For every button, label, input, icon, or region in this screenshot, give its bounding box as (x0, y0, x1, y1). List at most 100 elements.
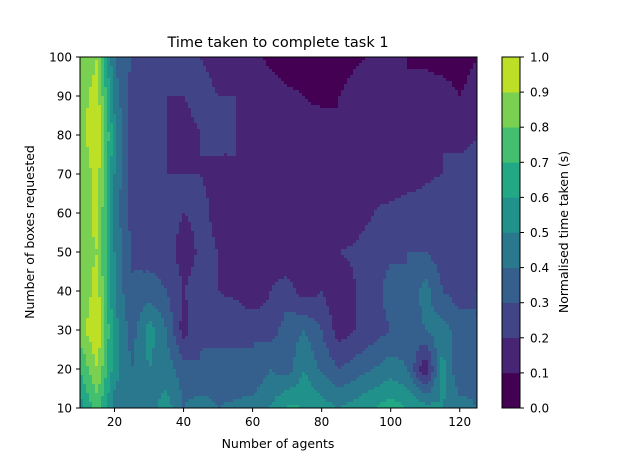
contour-cell-band-1 (248, 102, 252, 106)
contour-cell-band-9 (89, 93, 93, 97)
contour-cell-band-2 (140, 57, 144, 61)
contour-cell-band-8 (83, 135, 87, 139)
contour-cell-band-1 (293, 144, 297, 148)
contour-cell-band-1 (371, 123, 375, 127)
contour-cell-band-1 (299, 132, 303, 136)
contour-cell-band-1 (320, 123, 324, 127)
contour-cell-band-1 (431, 78, 435, 82)
contour-cell-band-1 (449, 132, 453, 136)
contour-cell-band-0 (317, 69, 321, 73)
contour-cell-band-0 (458, 90, 462, 94)
contour-cell-band-2 (152, 141, 156, 145)
contour-cell-band-2 (140, 102, 144, 106)
contour-cell-band-2 (215, 111, 219, 115)
contour-cell-band-1 (410, 129, 414, 133)
contour-cell-band-0 (287, 75, 291, 79)
contour-cell-band-6 (104, 81, 108, 85)
contour-cell-band-7 (101, 78, 105, 82)
contour-cell-band-1 (344, 102, 348, 106)
contour-cell-band-1 (281, 108, 285, 112)
contour-cell-band-1 (245, 132, 249, 136)
contour-cell-band-1 (434, 114, 438, 118)
contour-cell-band-1 (263, 168, 267, 172)
contour-cell-band-1 (353, 72, 357, 76)
contour-cell-band-1 (437, 123, 441, 127)
contour-cell-band-1 (218, 75, 222, 79)
contour-cell-band-1 (326, 162, 330, 166)
contour-cell-band-1 (305, 138, 309, 142)
contour-cell-band-2 (149, 114, 153, 118)
contour-cell-band-0 (461, 87, 465, 91)
contour-cell-band-1 (365, 108, 369, 112)
contour-cell-band-1 (266, 156, 270, 160)
contour-cell-band-2 (164, 63, 168, 67)
contour-cell-band-1 (254, 99, 258, 103)
contour-cell-band-1 (260, 84, 264, 88)
contour-cell-band-1 (329, 162, 333, 166)
contour-cell-band-2 (203, 93, 207, 97)
contour-cell-band-1 (338, 120, 342, 124)
contour-cell-band-1 (452, 93, 456, 97)
contour-cell-band-1 (257, 159, 261, 163)
contour-cell-band-1 (359, 150, 363, 154)
contour-cell-band-1 (182, 156, 186, 160)
contour-cell-band-1 (332, 117, 336, 121)
contour-cell-band-1 (449, 147, 453, 151)
contour-cell-band-1 (299, 114, 303, 118)
contour-cell-band-2 (137, 96, 141, 100)
contour-cell-band-2 (161, 123, 165, 127)
contour-cell-band-1 (263, 144, 267, 148)
contour-cell-band-2 (215, 123, 219, 127)
contour-cell-band-1 (350, 78, 354, 82)
contour-cell-band-1 (242, 111, 246, 115)
contour-cell-band-2 (185, 96, 189, 100)
contour-cell-band-4 (113, 72, 117, 76)
contour-cell-band-1 (341, 123, 345, 127)
contour-cell-band-1 (338, 102, 342, 106)
contour-cell-band-0 (344, 72, 348, 76)
contour-cell-band-1 (461, 123, 465, 127)
contour-cell-band-1 (419, 165, 423, 169)
contour-cell-band-1 (407, 138, 411, 142)
contour-cell-band-1 (302, 99, 306, 103)
contour-cell-band-2 (203, 66, 207, 70)
contour-cell-band-2 (128, 135, 132, 139)
contour-cell-band-0 (341, 66, 345, 70)
contour-cell-band-1 (191, 147, 195, 151)
contour-cell-band-2 (164, 60, 168, 64)
contour-cell-band-1 (263, 123, 267, 127)
contour-cell-band-0 (308, 78, 312, 82)
contour-cell-band-1 (308, 126, 312, 130)
contour-cell-band-1 (176, 144, 180, 148)
contour-cell-band-2 (164, 138, 168, 142)
contour-cell-band-1 (287, 156, 291, 160)
contour-cell-band-1 (470, 69, 474, 73)
contour-cell-band-2 (164, 87, 168, 91)
contour-cell-band-2 (155, 120, 159, 124)
contour-cell-band-1 (278, 114, 282, 118)
contour-cell-band-1 (209, 57, 213, 61)
contour-cell-band-1 (341, 150, 345, 154)
contour-cell-band-7 (101, 87, 105, 91)
contour-cell-band-4 (116, 126, 120, 130)
contour-cell-band-0 (464, 63, 468, 67)
contour-cell-band-1 (293, 105, 297, 109)
contour-cell-band-3 (125, 162, 129, 166)
contour-cell-band-2 (131, 114, 135, 118)
contour-cell-band-2 (194, 99, 198, 103)
contour-cell-band-1 (242, 153, 246, 157)
contour-cell-band-2 (155, 87, 159, 91)
contour-cell-band-1 (380, 165, 384, 169)
contour-cell-band-1 (245, 144, 249, 148)
contour-cell-band-2 (146, 57, 150, 61)
contour-cell-band-3 (122, 60, 126, 64)
contour-cell-band-1 (308, 129, 312, 133)
contour-cell-band-0 (428, 63, 432, 67)
contour-cell-band-8 (98, 60, 102, 64)
contour-cell-band-1 (341, 111, 345, 115)
contour-cell-band-9 (92, 96, 96, 100)
contour-cell-band-8 (83, 72, 87, 76)
contour-cell-band-1 (269, 108, 273, 112)
contour-cell-band-1 (179, 141, 183, 145)
contour-cell-band-1 (257, 144, 261, 148)
